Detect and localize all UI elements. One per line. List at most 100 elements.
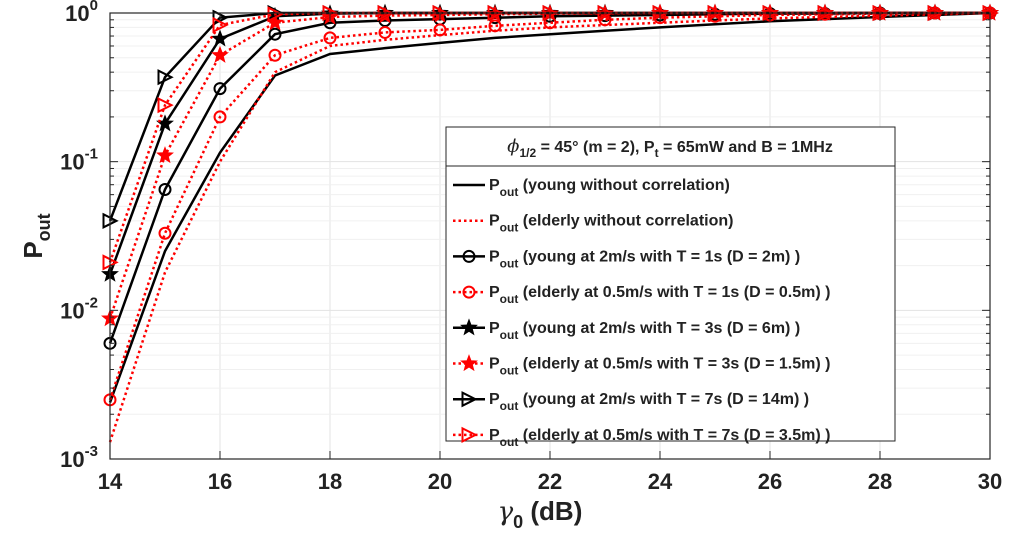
legend-label-main: P xyxy=(489,284,500,301)
legend-entry: Pout (young without correlation) xyxy=(453,177,730,199)
x-tick-labels: 14 16 18 20 22 24 26 28 30 xyxy=(98,469,1002,494)
series-1 xyxy=(108,11,991,403)
data-point-triangle xyxy=(267,6,284,23)
legend-label-main: P xyxy=(489,320,500,337)
legend-label-subscript: out xyxy=(500,292,519,306)
x-tick-label: 28 xyxy=(868,469,892,494)
y-tick-base: 10 xyxy=(60,447,84,472)
legend-entry: Pout (young at 2m/s with T = 1s (D = 2m)… xyxy=(453,248,800,270)
data-point-circle xyxy=(268,48,282,62)
y-axis-main: P xyxy=(18,241,48,258)
y-tick-label: 10-2 xyxy=(60,294,98,323)
data-point-circle xyxy=(213,110,227,124)
legend-label: Pout (elderly at 0.5m/s with T = 7s (D =… xyxy=(489,427,830,449)
y-tick-label: 100 xyxy=(65,0,98,26)
y-tick-exponent: 0 xyxy=(90,0,98,14)
legend-entry: Pout (elderly without correlation) xyxy=(453,213,733,235)
legend-title-part1: = 45° (m = 2), P xyxy=(536,139,655,156)
data-point-circle xyxy=(268,27,282,41)
y-axis-subscript: out xyxy=(34,213,54,241)
legend-entry: Pout (elderly at 0.5m/s with T = 3s (D =… xyxy=(453,354,830,378)
x-tick-label: 24 xyxy=(648,469,673,494)
y-tick-exponent: -3 xyxy=(85,443,98,460)
x-tick-label: 14 xyxy=(98,469,123,494)
legend-entry: Pout (elderly at 0.5m/s with T = 7s (D =… xyxy=(453,426,830,449)
data-point-circle xyxy=(488,19,502,33)
legend-label: Pout (young at 2m/s with T = 3s (D = 6m)… xyxy=(489,320,800,342)
legend-box xyxy=(445,126,896,442)
legend-label-rest: (elderly at 0.5m/s with T = 1s (D = 0.5m… xyxy=(518,284,830,301)
y-tick-exponent: -1 xyxy=(85,146,98,163)
y-tick-base: 10 xyxy=(60,150,84,175)
series-line xyxy=(108,11,991,403)
data-point-star xyxy=(211,29,229,47)
data-point-triangle xyxy=(461,391,478,408)
legend-label-main: P xyxy=(489,356,500,373)
legend-label-rest: (young at 2m/s with T = 3s (D = 6m) ) xyxy=(518,320,800,337)
x-tick-label: 16 xyxy=(208,469,232,494)
legend-title-part2: = 65mW and B = 1MHz xyxy=(659,139,833,156)
y-tick-base: 10 xyxy=(65,1,89,26)
legend-label: Pout (elderly at 0.5m/s with T = 1s (D =… xyxy=(489,284,830,306)
legend-label-subscript: out xyxy=(500,399,519,413)
data-point-circle xyxy=(158,226,172,240)
legend-title-phi-subscript: 1/2 xyxy=(519,146,536,160)
legend-label: Pout (elderly without correlation) xyxy=(489,213,733,235)
legend-entry: Pout (elderly at 0.5m/s with T = 1s (D =… xyxy=(453,284,830,306)
data-point-triangle xyxy=(157,69,174,86)
x-tick-label: 22 xyxy=(538,469,562,494)
legend-entries: Pout (young without correlation) Pout (el… xyxy=(453,177,830,449)
legend-label-rest: (young without correlation) xyxy=(518,177,730,194)
x-axis-subscript: 0 xyxy=(513,512,523,532)
legend-title-phi: ϕ xyxy=(507,136,519,157)
data-point-circle xyxy=(213,82,227,96)
legend-label-subscript: out xyxy=(500,256,519,270)
legend-label: Pout (young without correlation) xyxy=(489,177,730,199)
data-point-circle xyxy=(378,25,392,39)
legend-label-subscript: out xyxy=(500,185,519,199)
legend-label-rest: (elderly at 0.5m/s with T = 3s (D = 1.5m… xyxy=(518,356,830,373)
data-point-star xyxy=(156,146,174,164)
y-tick-base: 10 xyxy=(60,298,84,323)
x-axis-rest: (dB) xyxy=(523,496,582,526)
legend-title-pt-subscript: t xyxy=(655,146,659,160)
y-tick-label: 10-3 xyxy=(60,443,98,472)
data-point-circle xyxy=(462,285,476,299)
legend-label-main: P xyxy=(489,213,500,230)
legend-label-main: P xyxy=(489,248,500,265)
x-tick-label: 18 xyxy=(318,469,342,494)
legend-label: Pout (young at 2m/s with T = 1s (D = 2m)… xyxy=(489,248,800,270)
x-tick-label: 30 xyxy=(978,469,1002,494)
data-point-circle xyxy=(462,249,476,263)
y-tick-exponent: -2 xyxy=(85,294,98,311)
legend-label-subscript: out xyxy=(500,435,519,449)
data-point-star xyxy=(211,45,229,63)
data-point-triangle xyxy=(212,16,229,34)
data-point-triangle xyxy=(157,97,174,114)
data-point-triangle xyxy=(461,426,478,444)
legend-label-subscript: out xyxy=(500,328,519,342)
legend: ϕ1/2 = 45° (m = 2), Pt = 65mW and B = 1M… xyxy=(445,126,896,449)
data-point-star xyxy=(460,318,478,336)
data-point-circle xyxy=(323,31,337,45)
x-tick-label: 20 xyxy=(428,469,452,494)
legend-label-rest: (elderly without correlation) xyxy=(518,213,733,230)
legend-entry: Pout (young at 2m/s with T = 7s (D = 14m… xyxy=(453,391,809,413)
y-axis-title: Pout xyxy=(18,213,54,258)
legend-label-subscript: out xyxy=(500,364,519,378)
tick-marks xyxy=(109,12,991,460)
legend-title: ϕ1/2 = 45° (m = 2), Pt = 65mW and B = 1M… xyxy=(507,136,833,160)
x-axis-title: γ0 (dB) xyxy=(498,496,583,532)
legend-label-main: P xyxy=(489,427,500,444)
legend-label: Pout (elderly at 0.5m/s with T = 3s (D =… xyxy=(489,356,830,378)
x-tick-label: 26 xyxy=(758,469,782,494)
legend-label-subscript: out xyxy=(500,221,519,235)
legend-label-main: P xyxy=(489,391,500,408)
data-point-circle xyxy=(433,23,447,37)
legend-label: Pout (young at 2m/s with T = 7s (D = 14m… xyxy=(489,391,809,413)
legend-entry: Pout (young at 2m/s with T = 3s (D = 6m)… xyxy=(453,318,800,342)
legend-label-rest: (young at 2m/s with T = 1s (D = 2m) ) xyxy=(518,248,800,265)
